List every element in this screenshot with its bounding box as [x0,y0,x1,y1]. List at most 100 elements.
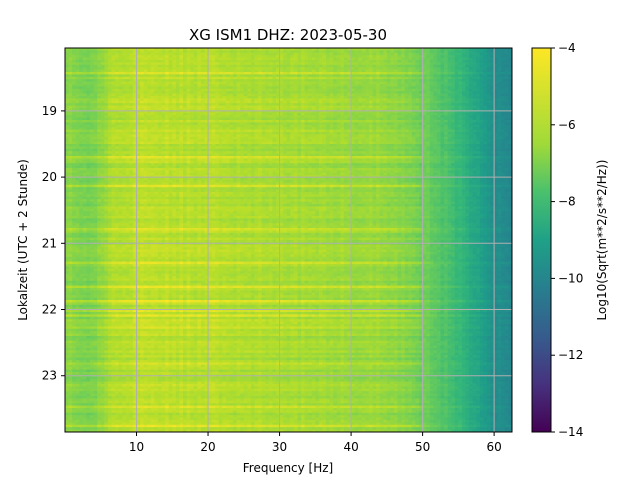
heatmap-cell [200,115,206,119]
heatmap-cell [279,55,284,59]
heatmap-cell [129,122,134,126]
heatmap-cell [458,141,463,145]
heatmap-cell [275,96,281,99]
heatmap-cell [336,103,341,107]
heatmap-cell [301,72,306,75]
heatmap-cell [250,93,256,97]
heatmap-cell [283,55,288,59]
heatmap-cell [161,88,166,92]
heatmap-cell [65,62,70,66]
heatmap-cell [65,134,70,138]
heatmap-cell [165,141,170,145]
heatmap-cell [208,122,213,126]
heatmap-cell [386,69,392,73]
heatmap-cell [461,72,467,75]
heatmap-cell [504,134,510,138]
heatmap-cell [351,105,356,109]
heatmap-cell [497,69,502,73]
heatmap-cell [333,84,338,87]
heatmap-cell [150,84,155,87]
heatmap-cell [440,129,445,133]
heatmap-cell [340,122,345,126]
heatmap-cell [451,69,456,73]
heatmap-cell [161,139,166,143]
heatmap-cell [190,64,195,68]
heatmap-cell [254,57,259,61]
heatmap-cell [501,86,506,90]
heatmap-cell [129,48,134,51]
heatmap-cell [100,69,105,73]
heatmap-cell [90,88,95,92]
heatmap-cell [308,127,313,131]
heatmap-cell [247,96,252,99]
heatmap-cell [111,57,116,61]
heatmap-cell [497,52,502,56]
heatmap-cell [86,57,91,61]
heatmap-cell [458,84,463,87]
heatmap-cell [333,62,338,66]
heatmap-cell [311,141,316,145]
heatmap-cell [397,86,402,90]
heatmap-cell [229,91,234,95]
heatmap-cell [340,81,345,85]
heatmap-cell [204,141,209,145]
heatmap-cell [268,57,274,61]
heatmap-cell [79,55,84,59]
heatmap-cell [465,67,470,71]
heatmap-cell [479,108,484,111]
heatmap-cell [275,48,281,51]
heatmap-cell [68,108,73,111]
heatmap-cell [65,108,70,111]
heatmap-cell [107,115,113,119]
heatmap-cell [143,84,148,87]
heatmap-cell [186,91,191,95]
heatmap-cell [436,103,442,107]
heatmap-cell [258,88,263,92]
heatmap-cell [322,57,327,61]
heatmap-cell [215,110,220,114]
heatmap-cell [258,57,263,61]
heatmap-cell [107,105,113,109]
heatmap-cell [286,110,291,114]
heatmap-cell [408,74,413,78]
heatmap-cell [486,136,492,140]
heatmap-cell [393,62,399,66]
heatmap-cell [451,62,456,66]
heatmap-cell [265,136,270,140]
heatmap-cell [225,81,231,85]
heatmap-cell [408,141,413,145]
heatmap-cell [193,93,198,97]
heatmap-cell [469,69,474,73]
heatmap-cell [157,69,163,73]
heatmap-cell [82,60,88,63]
heatmap-cell [147,57,152,61]
heatmap-cell [150,72,155,75]
heatmap-cell [229,81,234,85]
heatmap-cell [436,110,442,114]
heatmap-cell [411,136,417,140]
heatmap-cell [326,55,331,59]
heatmap-cell [250,67,256,71]
heatmap-cell [240,64,245,68]
heatmap-cell [458,103,463,107]
heatmap-cell [254,72,259,75]
heatmap-cell [233,76,238,80]
heatmap-cell [68,105,73,109]
heatmap-cell [422,50,427,54]
heatmap-cell [193,57,198,61]
heatmap-cell [308,136,313,140]
heatmap-cell [419,84,424,87]
heatmap-cell [426,110,431,114]
heatmap-cell [422,139,427,143]
heatmap-cell [354,127,359,131]
heatmap-cell [347,93,352,97]
heatmap-cell [447,76,452,80]
heatmap-cell [236,93,241,97]
heatmap-cell [168,55,173,59]
heatmap-cell [143,52,148,56]
heatmap-cell [486,117,492,121]
heatmap-cell [243,76,248,80]
heatmap-cell [250,139,256,143]
heatmap-cell [486,120,492,123]
heatmap-cell [79,96,84,99]
